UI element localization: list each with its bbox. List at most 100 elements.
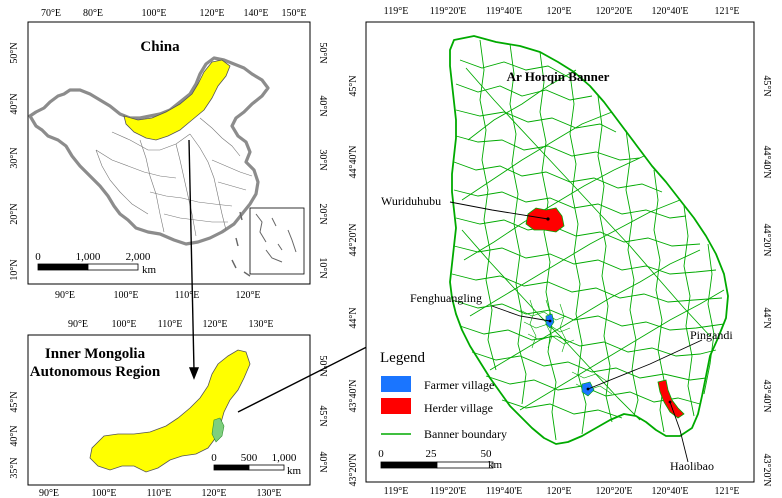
banner-right-tick: 44°N bbox=[761, 307, 772, 328]
china-right-tick: 40°N bbox=[317, 95, 328, 116]
map-legend: Legend Farmer village Herder village Ban… bbox=[380, 350, 507, 441]
wuriduhubu-village bbox=[525, 207, 565, 233]
im-top-tick: 120°E bbox=[202, 319, 227, 330]
im-left-tick: 40°N bbox=[9, 425, 20, 446]
inner-mongolia-title-line2: Autonomous Region bbox=[30, 364, 161, 380]
im-top-tick: 110°E bbox=[158, 319, 183, 330]
china-right-tick: 10°N bbox=[317, 257, 328, 278]
village-leader-lines bbox=[449, 201, 703, 463]
china-bottom-tick: 100°E bbox=[113, 290, 138, 301]
banner-top-tick: 119°E bbox=[384, 6, 409, 17]
banner-left-tick: 44°20'N bbox=[348, 223, 359, 256]
china-bottom-tick: 90°E bbox=[55, 290, 75, 301]
label-haolibao: Haolibao bbox=[670, 459, 714, 473]
china-map-panel: China 70°E 80°E 100°E 120°E 140°E 150°E … bbox=[9, 8, 328, 301]
inner-mongolia-title-line1: Inner Mongolia bbox=[45, 346, 146, 362]
im-right-tick: 45°N bbox=[317, 405, 328, 426]
im-top-tick: 100°E bbox=[111, 319, 136, 330]
label-pingandi: Pingandi bbox=[690, 328, 733, 342]
im-bottom-tick: 90°E bbox=[39, 488, 59, 498]
banner-outline bbox=[449, 35, 729, 445]
china-top-tick: 100°E bbox=[141, 8, 166, 19]
im-scale-bar: 0 500 1,000 km bbox=[211, 452, 301, 477]
banner-bottom-tick: 119°E bbox=[384, 486, 409, 497]
china-top-tick: 120°E bbox=[199, 8, 224, 19]
im-bottom-tick: 130°E bbox=[256, 488, 281, 498]
china-scale-unit: km bbox=[142, 264, 157, 276]
china-left-tick: 30°N bbox=[9, 147, 20, 168]
banner-scale-label: 50 bbox=[481, 448, 493, 460]
banner-bottom-tick: 120°20'E bbox=[596, 486, 633, 497]
china-scale-label: 0 bbox=[35, 251, 41, 263]
im-left-tick: 35°N bbox=[9, 457, 20, 478]
banner-top-tick: 119°20'E bbox=[430, 6, 467, 17]
banner-scale-bar: 0 25 50 km bbox=[378, 448, 502, 471]
im-scale-label: 1,000 bbox=[272, 452, 297, 464]
china-left-tick: 40°N bbox=[9, 93, 20, 114]
inner-mongolia-shape bbox=[89, 349, 251, 473]
china-top-tick: 150°E bbox=[281, 8, 306, 19]
china-scale-label: 2,000 bbox=[126, 251, 151, 263]
im-left-tick: 45°N bbox=[9, 391, 20, 412]
banner-panel: Wuriduhubu Fenghuangling Pingandi Haolib… bbox=[348, 6, 772, 497]
ar-horqin-location bbox=[211, 417, 225, 443]
banner-top-tick: 121°E bbox=[714, 6, 739, 17]
china-scale-bar: 0 1,000 2,000 km bbox=[35, 251, 156, 276]
banner-scale-label: 0 bbox=[378, 448, 384, 460]
china-bottom-tick: 110°E bbox=[175, 290, 200, 301]
banner-map-title: Ar Horqin Banner bbox=[507, 69, 610, 84]
banner-left-tick: 45°N bbox=[348, 75, 359, 96]
legend-farmer-swatch bbox=[381, 376, 411, 392]
china-map-title: China bbox=[140, 39, 180, 55]
china-right-tick: 20°N bbox=[317, 203, 328, 224]
banner-left-tick: 44°N bbox=[348, 307, 359, 328]
banner-left-tick: 44°40'N bbox=[348, 145, 359, 178]
south-china-sea-inset bbox=[249, 207, 305, 275]
banner-bottom-tick: 119°40'E bbox=[486, 486, 523, 497]
legend-farmer-label: Farmer village bbox=[424, 378, 494, 392]
banner-right-tick: 45°N bbox=[761, 75, 772, 96]
label-wuriduhubu: Wuriduhubu bbox=[381, 194, 441, 208]
banner-right-tick: 44°20'N bbox=[761, 223, 772, 256]
china-top-tick: 80°E bbox=[83, 8, 103, 19]
legend-title: Legend bbox=[380, 350, 425, 366]
china-left-tick: 20°N bbox=[9, 203, 20, 224]
china-right-tick: 50°N bbox=[317, 42, 328, 63]
banner-top-tick: 120°40'E bbox=[652, 6, 689, 17]
china-bottom-tick: 120°E bbox=[235, 290, 260, 301]
banner-right-tick: 43°40'N bbox=[761, 379, 772, 412]
legend-boundary-label: Banner boundary bbox=[424, 427, 507, 441]
label-fenghuangling: Fenghuangling bbox=[410, 291, 482, 305]
banner-top-tick: 120°20'E bbox=[596, 6, 633, 17]
banner-left-tick: 43°20'N bbox=[348, 453, 359, 486]
im-right-tick: 50°N bbox=[317, 355, 328, 376]
im-scale-label: 500 bbox=[241, 452, 258, 464]
china-province-lines bbox=[95, 117, 253, 237]
china-scale-label: 1,000 bbox=[76, 251, 101, 263]
inset-islands bbox=[255, 213, 297, 263]
banner-internal-boundaries bbox=[451, 39, 725, 441]
banner-bottom-tick: 121°E bbox=[714, 486, 739, 497]
banner-bottom-tick: 120°E bbox=[546, 486, 571, 497]
banner-top-tick: 119°40'E bbox=[486, 6, 523, 17]
im-top-tick: 130°E bbox=[248, 319, 273, 330]
china-left-tick: 10°N bbox=[9, 259, 20, 280]
banner-right-tick: 44°40'N bbox=[761, 145, 772, 178]
im-top-tick: 90°E bbox=[68, 319, 88, 330]
banner-frame bbox=[365, 21, 755, 483]
im-scale-unit: km bbox=[287, 465, 302, 477]
legend-herder-label: Herder village bbox=[424, 401, 493, 415]
dashed-boundary-islands bbox=[231, 211, 251, 277]
im-bottom-tick: 110°E bbox=[147, 488, 172, 498]
im-right-tick: 40°N bbox=[317, 451, 328, 472]
banner-right-tick: 43°20'N bbox=[761, 453, 772, 486]
china-left-tick: 50°N bbox=[9, 42, 20, 63]
banner-bottom-tick: 120°40'E bbox=[652, 486, 689, 497]
banner-top-tick: 120°E bbox=[546, 6, 571, 17]
haolibao-village bbox=[657, 379, 685, 419]
banner-left-tick: 43°40'N bbox=[348, 379, 359, 412]
banner-scale-unit: km bbox=[488, 459, 503, 471]
china-top-tick: 140°E bbox=[243, 8, 268, 19]
inner-mongolia-panel: Inner Mongolia Autonomous Region 90°E 10… bbox=[9, 319, 328, 498]
im-bottom-tick: 120°E bbox=[201, 488, 226, 498]
